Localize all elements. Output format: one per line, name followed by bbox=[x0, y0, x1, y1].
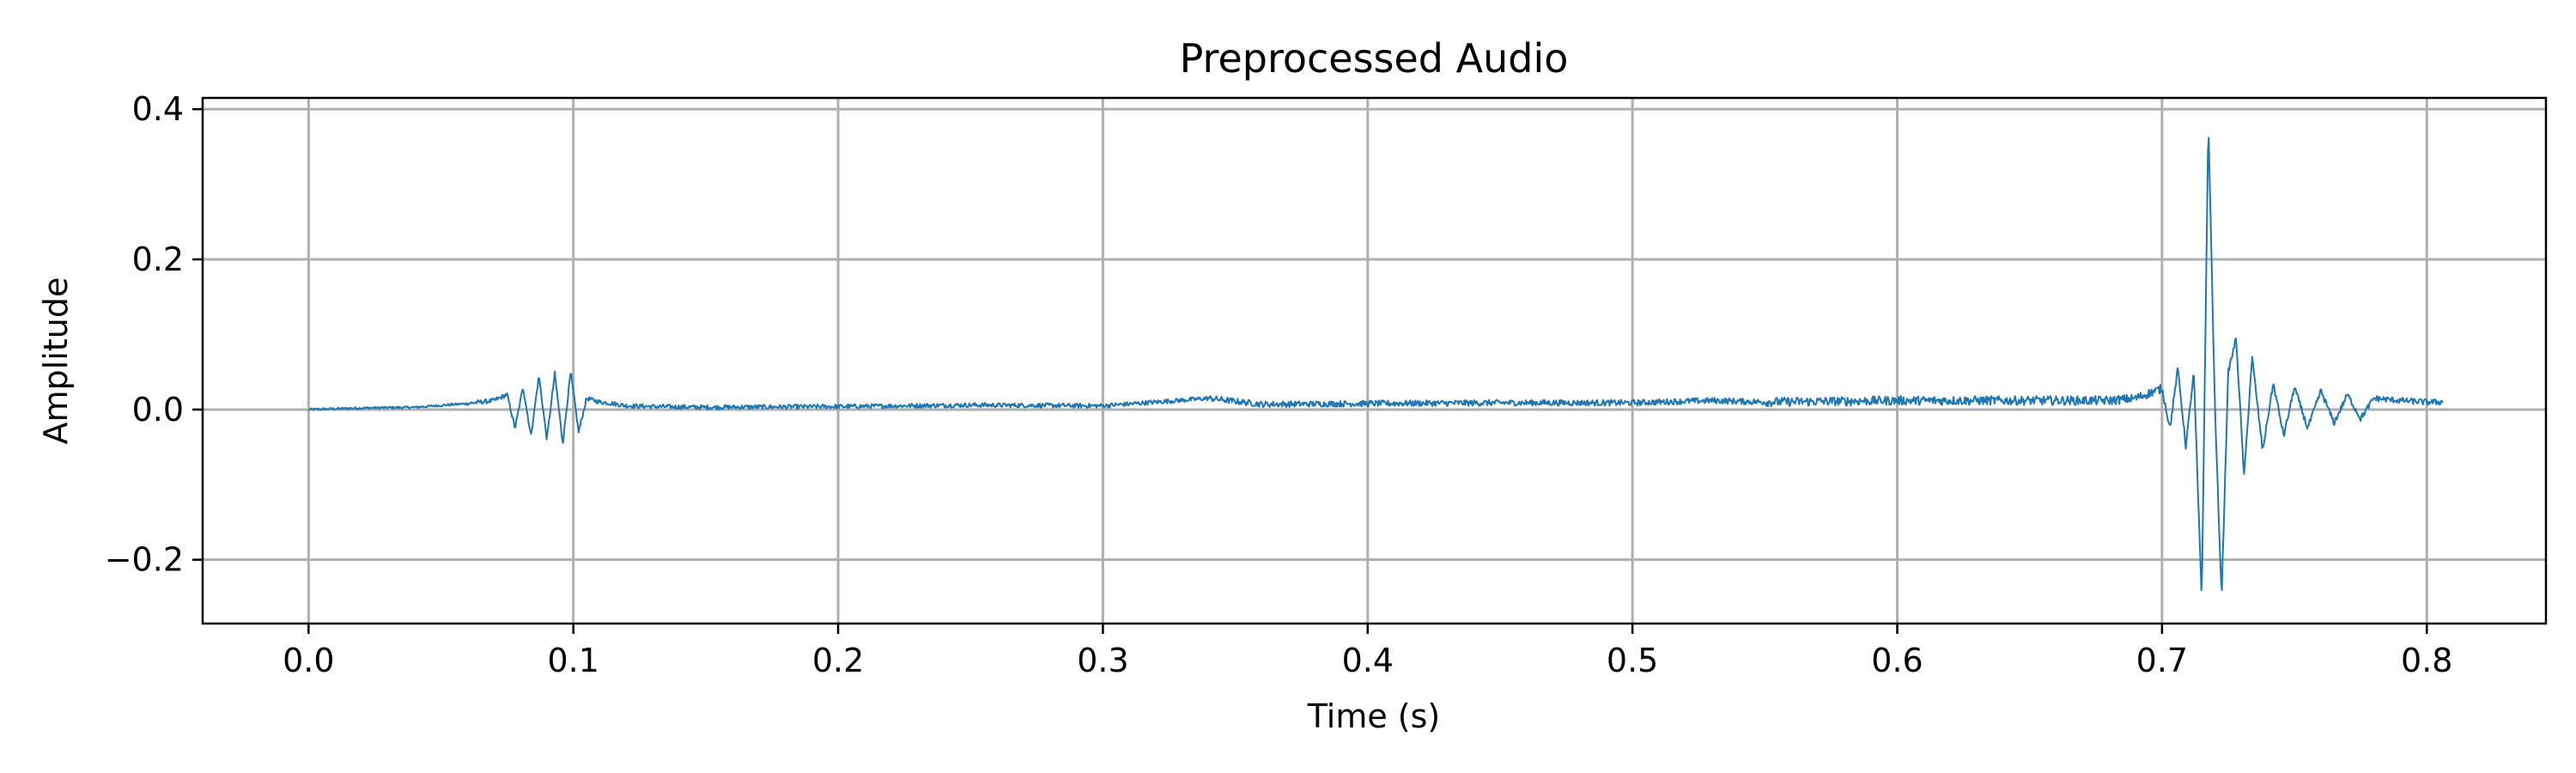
chart-title: Preprocessed Audio bbox=[1180, 35, 1569, 82]
x-tick-label: 0.3 bbox=[1077, 642, 1128, 679]
y-axis-ticks: −0.2 0.0 0.2 0.4 bbox=[105, 90, 203, 579]
x-grid-lines bbox=[307, 98, 2428, 624]
amplitude-series-line bbox=[307, 137, 2444, 592]
y-axis-label: Amplitude bbox=[37, 277, 75, 445]
x-tick-label: 0.1 bbox=[547, 642, 598, 679]
y-tick-label: 0.2 bbox=[132, 240, 184, 278]
y-tick-label: 0.0 bbox=[132, 391, 184, 429]
x-tick-label: 0.5 bbox=[1607, 642, 1658, 679]
x-tick-label: 0.6 bbox=[1871, 642, 1923, 679]
axes-frame bbox=[201, 96, 2548, 625]
x-tick-label: 0.4 bbox=[1342, 642, 1394, 679]
x-axis-ticks: 0.0 0.1 0.2 0.3 0.4 0.5 0.6 0.7 0.8 bbox=[283, 624, 2452, 679]
x-tick-label: 0.2 bbox=[812, 642, 864, 679]
x-tick-label: 0.8 bbox=[2401, 642, 2452, 679]
plot-area bbox=[203, 98, 2546, 624]
y-grid-lines bbox=[203, 107, 2546, 562]
x-tick-label: 0.0 bbox=[283, 642, 334, 679]
x-axis-label: Time (s) bbox=[1307, 697, 1441, 735]
y-tick-label: 0.4 bbox=[132, 90, 184, 128]
x-tick-label: 0.7 bbox=[2136, 642, 2188, 679]
y-tick-label: −0.2 bbox=[105, 541, 184, 579]
